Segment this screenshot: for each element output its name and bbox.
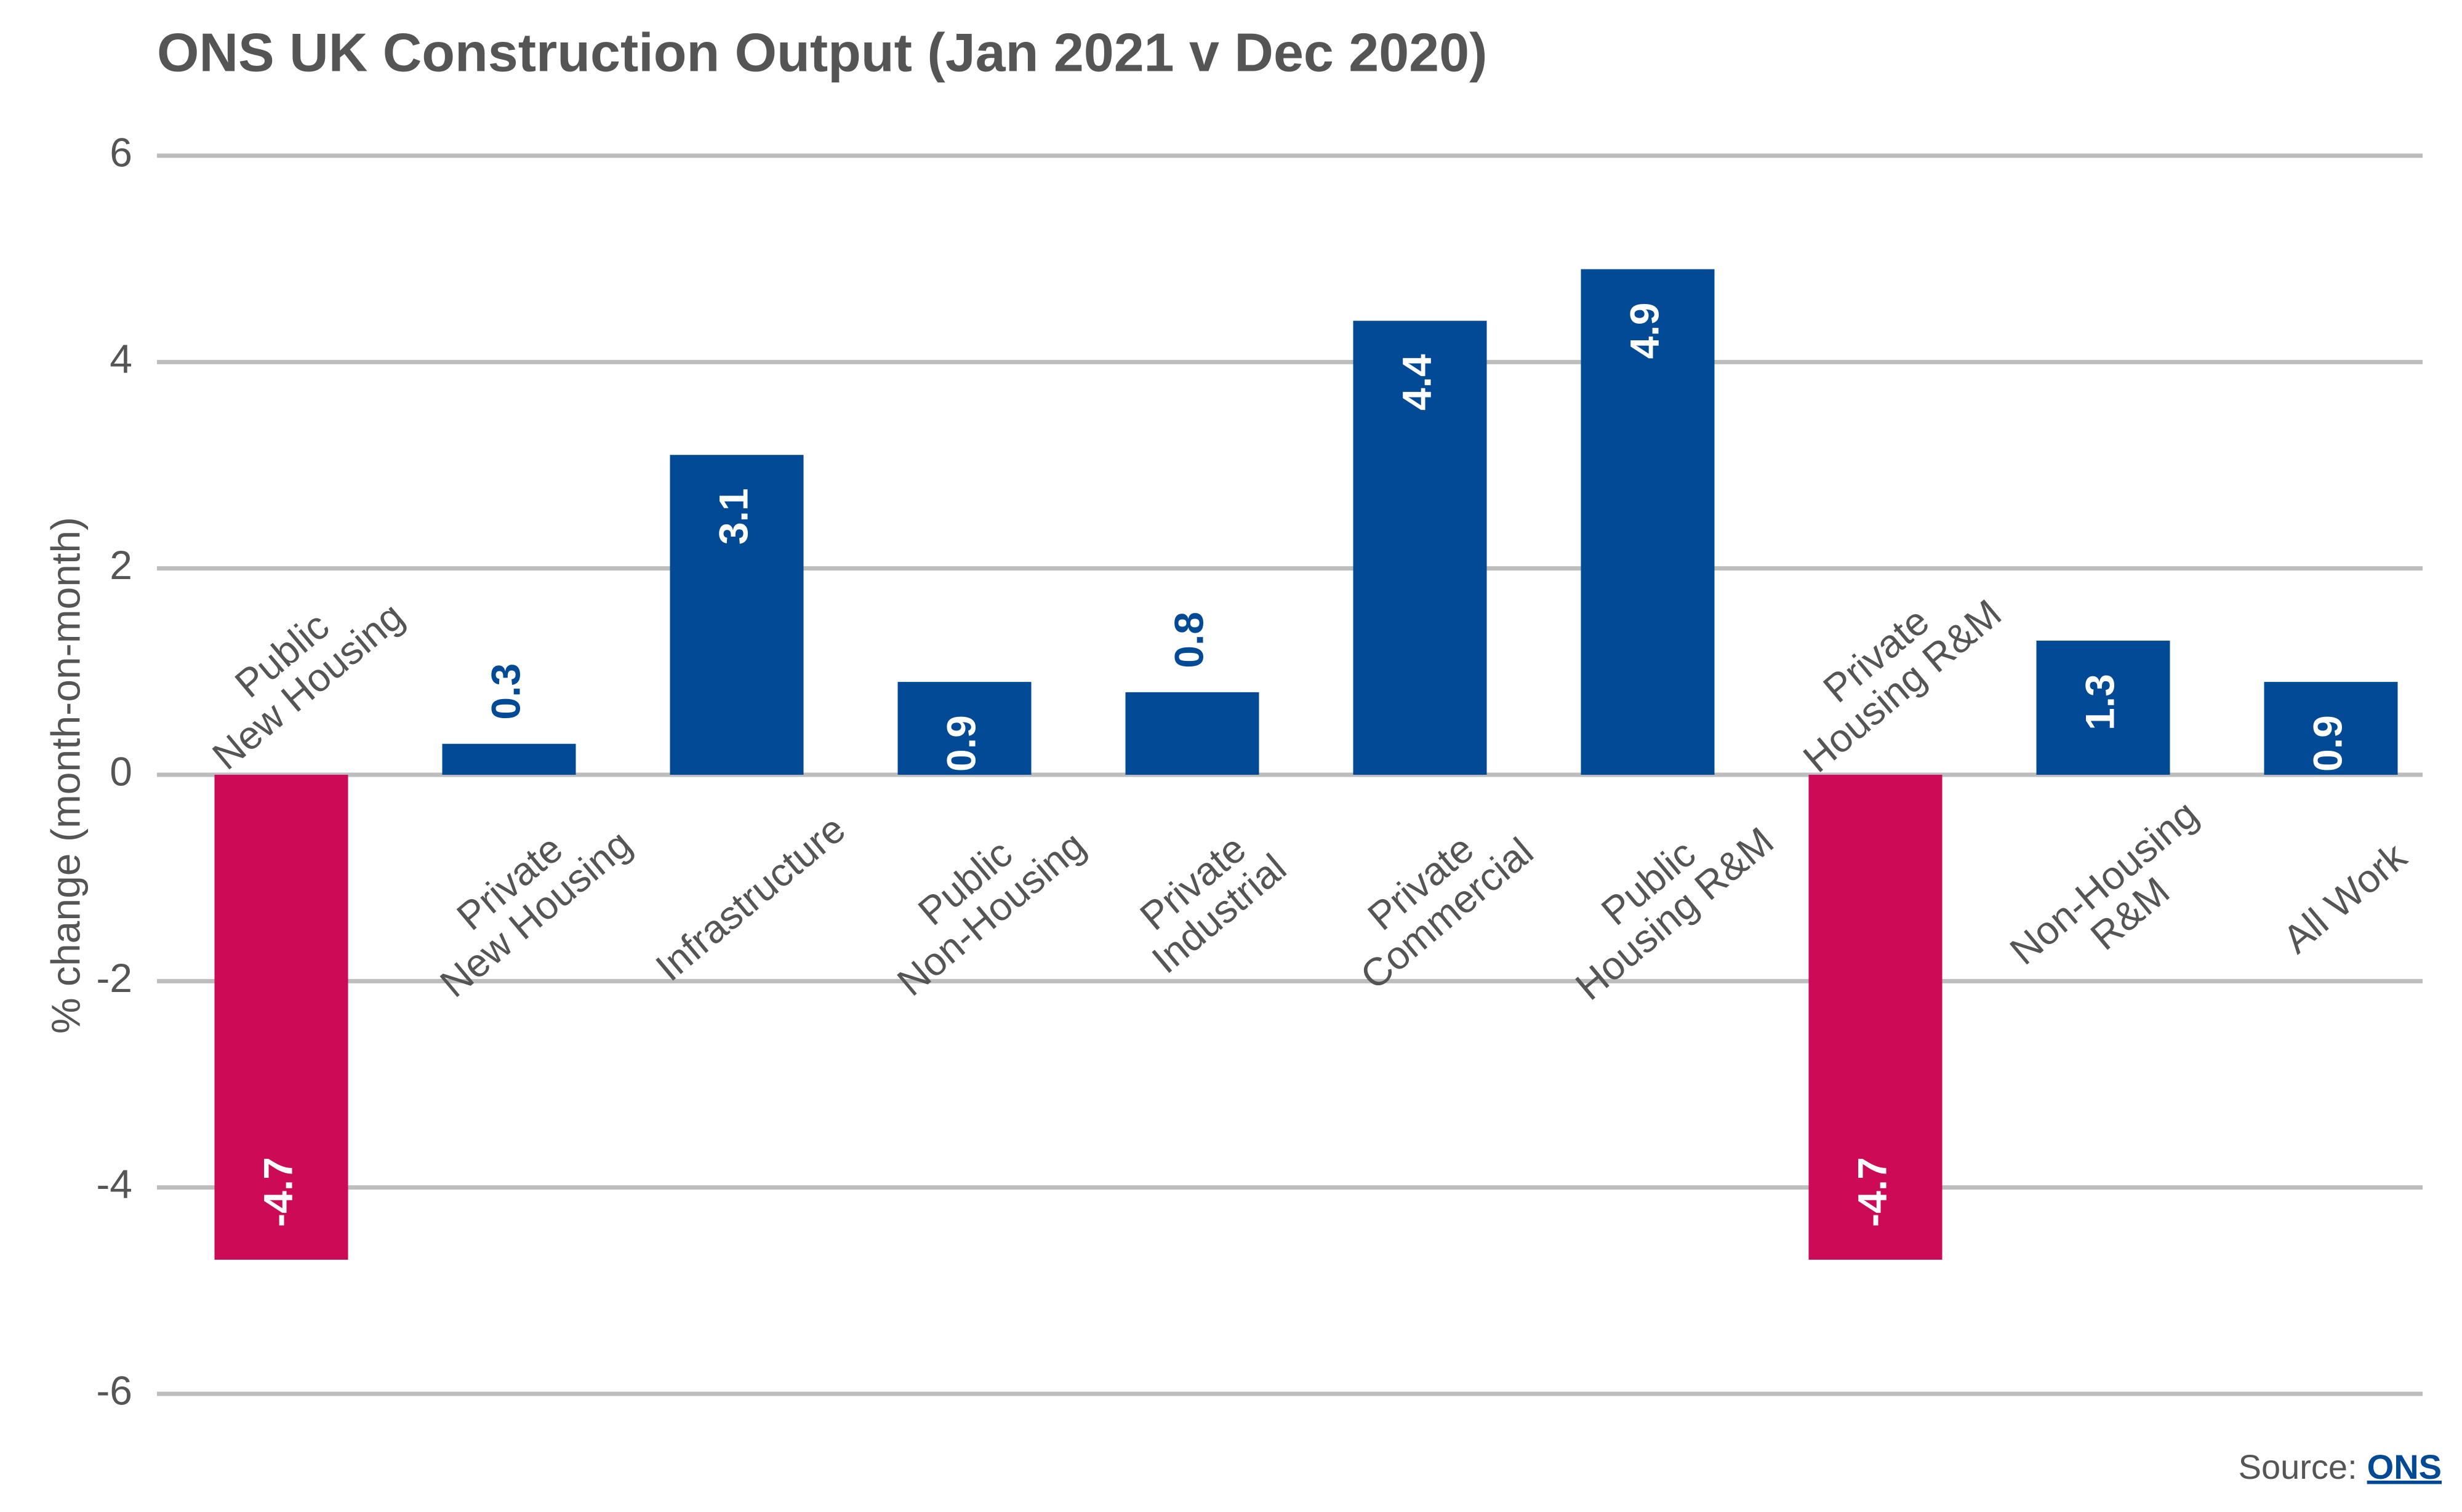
bar [1353,321,1487,775]
category-label: All Work [2274,834,2415,962]
value-label: 0.9 [938,715,984,772]
value-label: 0.8 [1166,612,1211,668]
x-tick-label: Infrastructure [648,806,854,990]
category-label: Infrastructure [648,806,854,990]
x-tick-label: All Work [2274,834,2415,962]
value-label: 0.9 [2304,715,2350,772]
y-tick-label: 6 [110,129,132,175]
bar [2036,641,2170,775]
y-tick-label: -6 [96,1367,132,1413]
source-link[interactable]: ONS [2367,1447,2442,1486]
bar [214,775,348,1260]
value-label: -4.7 [255,1157,300,1227]
bar [442,743,576,775]
bar [1808,775,1943,1260]
value-label: 0.3 [483,663,528,720]
bar [670,455,804,775]
value-label: 3.1 [710,488,756,545]
source: Source: ONS [2239,1447,2442,1486]
value-label: -4.7 [1849,1157,1895,1227]
bar [1581,269,1715,775]
y-tick-label: 2 [110,542,132,588]
value-label: 4.4 [1393,354,1439,410]
chart-title: ONS UK Construction Output (Jan 2021 v D… [157,22,1487,82]
source-label: Source: [2239,1447,2357,1486]
bar [1125,692,1259,775]
y-tick-label: 4 [110,336,132,382]
y-tick-label: -4 [96,1161,132,1207]
bar [2264,682,2398,775]
y-axis-label: % change (month-on-month) [42,517,88,1034]
value-label: 1.3 [2077,674,2122,730]
value-label: 4.9 [1621,303,1667,359]
y-tick-label: 0 [110,748,132,794]
y-tick-label: -2 [96,955,132,1001]
bar [897,682,1032,775]
